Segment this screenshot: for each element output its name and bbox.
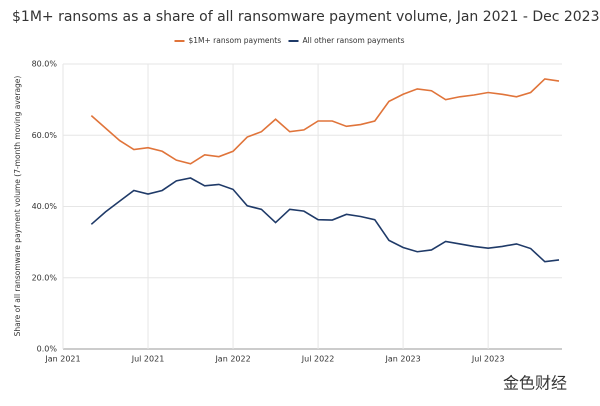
x-tick-label: Jan 2023 bbox=[384, 355, 420, 364]
y-tick-label: 80.0% bbox=[32, 60, 58, 69]
y-tick-label: 20.0% bbox=[32, 273, 58, 282]
series-line bbox=[90, 78, 560, 165]
series-line bbox=[90, 177, 560, 263]
y-axis-label: Share of all ransomware payment volume (… bbox=[13, 76, 22, 337]
x-tick-label: Jul 2023 bbox=[471, 355, 505, 364]
x-tick-label: Jan 2021 bbox=[44, 355, 80, 364]
legend-label: All other ransom payments bbox=[303, 36, 405, 45]
x-tick-label: Jul 2022 bbox=[301, 355, 335, 364]
y-tick-label: 60.0% bbox=[32, 131, 58, 140]
watermark: 金色财经 bbox=[503, 374, 567, 393]
y-tick-label: 40.0% bbox=[32, 202, 58, 211]
legend-label: $1M+ ransom payments bbox=[189, 36, 282, 45]
x-tick-label: Jan 2022 bbox=[214, 355, 250, 364]
y-tick-label: 0.0% bbox=[37, 345, 58, 354]
chart-title: $1M+ ransoms as a share of all ransomwar… bbox=[12, 9, 600, 25]
x-tick-label: Jul 2021 bbox=[131, 355, 165, 364]
